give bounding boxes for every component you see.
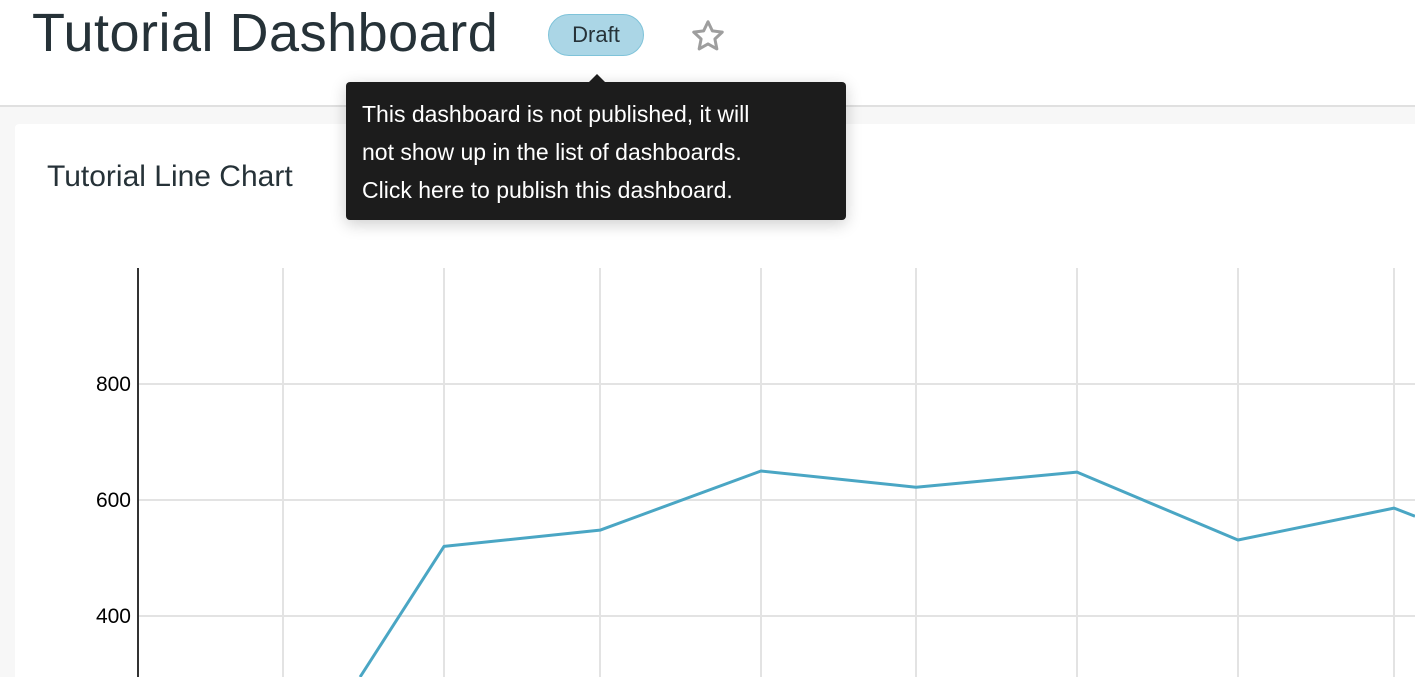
chart-title: Tutorial Line Chart [47, 160, 293, 193]
tooltip-line: Click here to publish this dashboard. [362, 177, 733, 203]
dashboard-title[interactable]: Tutorial Dashboard [32, 3, 499, 63]
draft-status-badge[interactable]: Draft [548, 14, 644, 56]
tooltip-line: not show up in the list of dashboards. [362, 139, 742, 165]
series-line [358, 469, 1415, 677]
y-tick-label: 800 [96, 373, 131, 396]
publish-tooltip[interactable]: This dashboard is not published, it will… [346, 74, 846, 220]
y-tick-label: 400 [96, 605, 131, 628]
y-tick-label: 600 [96, 489, 131, 512]
star-icon[interactable] [690, 18, 726, 54]
tooltip-line: This dashboard is not published, it will [362, 101, 750, 127]
